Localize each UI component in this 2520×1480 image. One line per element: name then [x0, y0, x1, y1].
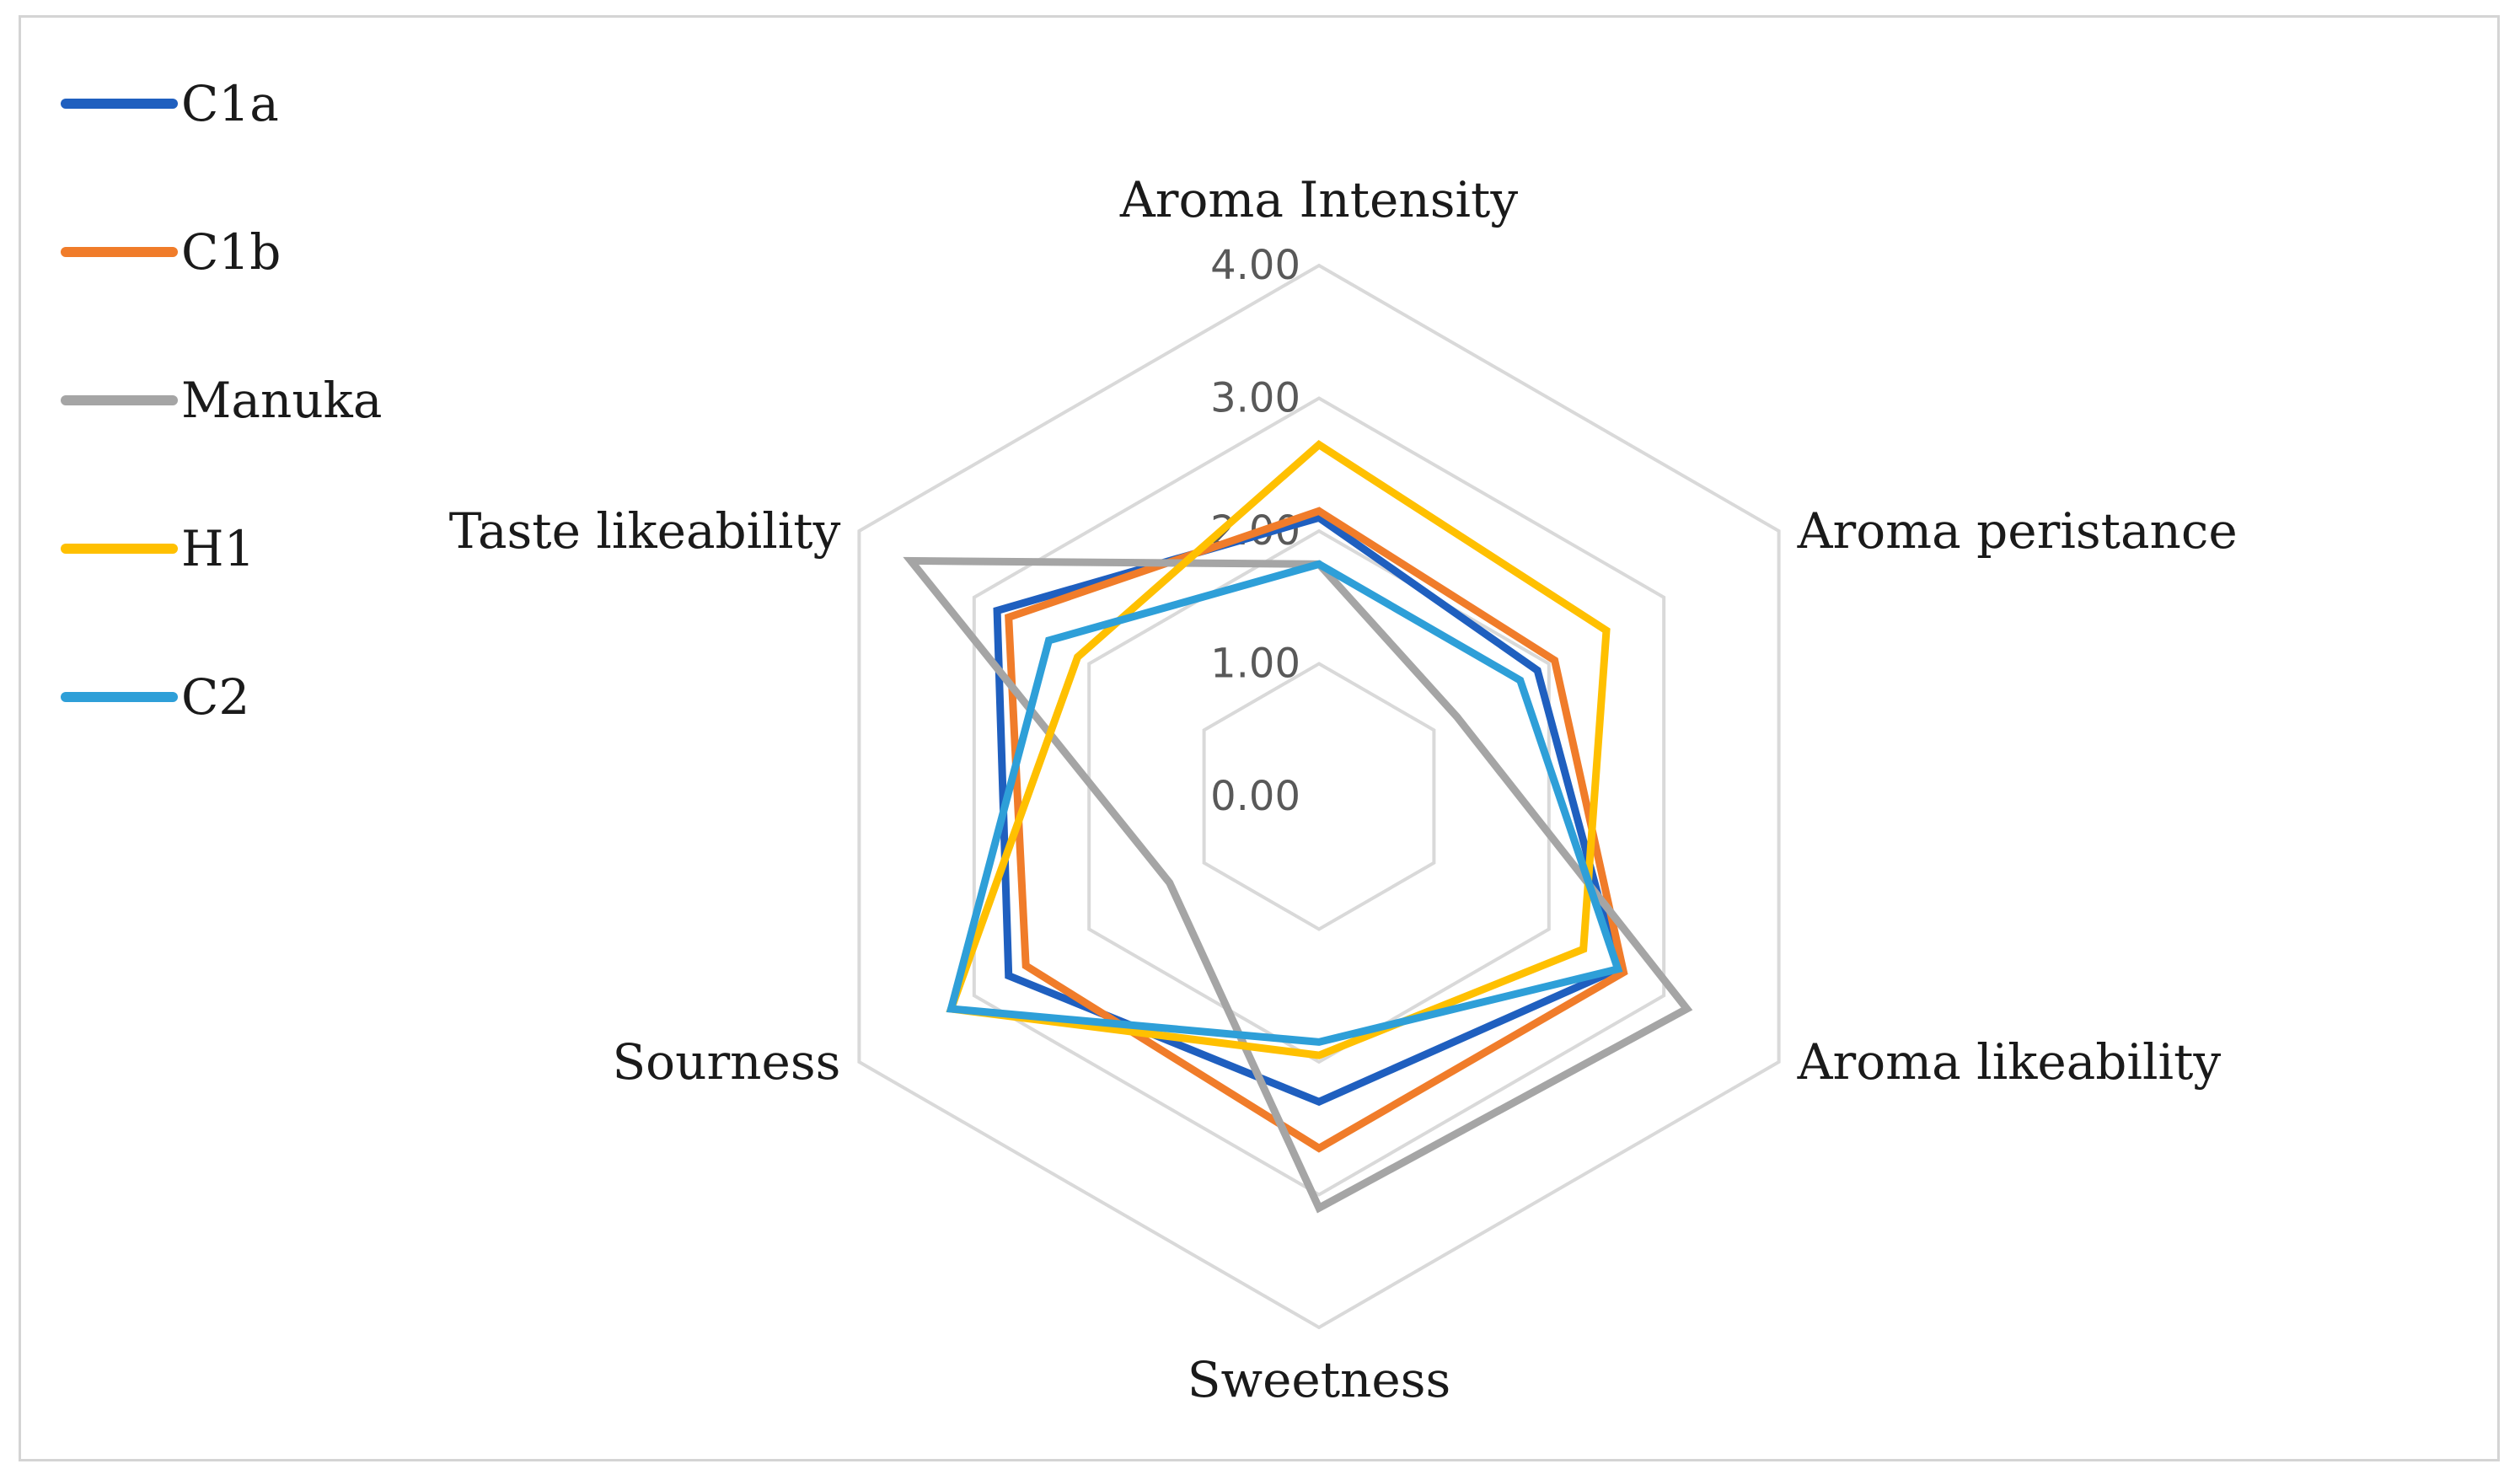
grid-ring-1	[1202, 662, 1436, 931]
radar-grid	[857, 263, 1781, 1330]
axis-label-taste-likeability: Taste likeability	[449, 502, 841, 560]
axis-label-aroma-likeability: Aroma likeability	[1797, 1033, 2222, 1091]
series-h1	[946, 439, 1611, 1059]
grid-ring-4	[857, 263, 1781, 1330]
legend: C1a C1b Manuka H1 C2	[61, 75, 382, 726]
legend-label-c2: C2	[181, 668, 249, 726]
series-manuka	[903, 556, 1693, 1214]
axis-label-sweetness: Sweetness	[1188, 1351, 1451, 1408]
chart-frame	[19, 15, 2500, 1461]
tick-label-0: 0.00	[1210, 773, 1300, 820]
series-c1a	[993, 513, 1622, 1107]
radar-axis-labels: Aroma Intensity Aroma peristance Aroma lik…	[449, 171, 2238, 1408]
grid-ring-2	[1087, 528, 1551, 1064]
axis-label-aroma-intensity: Aroma Intensity	[1119, 171, 1518, 228]
tick-label-3: 3.00	[1210, 375, 1300, 422]
tick-label-1: 1.00	[1210, 641, 1300, 688]
legend-label-c1b: C1b	[181, 223, 281, 281]
grid-ring-3	[972, 396, 1666, 1197]
legend-label-h1: H1	[181, 520, 255, 577]
series-c1b	[1005, 507, 1628, 1153]
radar-series	[903, 439, 1693, 1214]
series-c2	[946, 560, 1623, 1046]
tick-label-4: 4.00	[1210, 242, 1300, 289]
legend-label-manuka: Manuka	[181, 372, 382, 429]
axis-label-sourness: Sourness	[612, 1033, 840, 1091]
legend-label-c1a: C1a	[181, 75, 279, 132]
axis-label-aroma-peristance: Aroma peristance	[1797, 502, 2238, 560]
